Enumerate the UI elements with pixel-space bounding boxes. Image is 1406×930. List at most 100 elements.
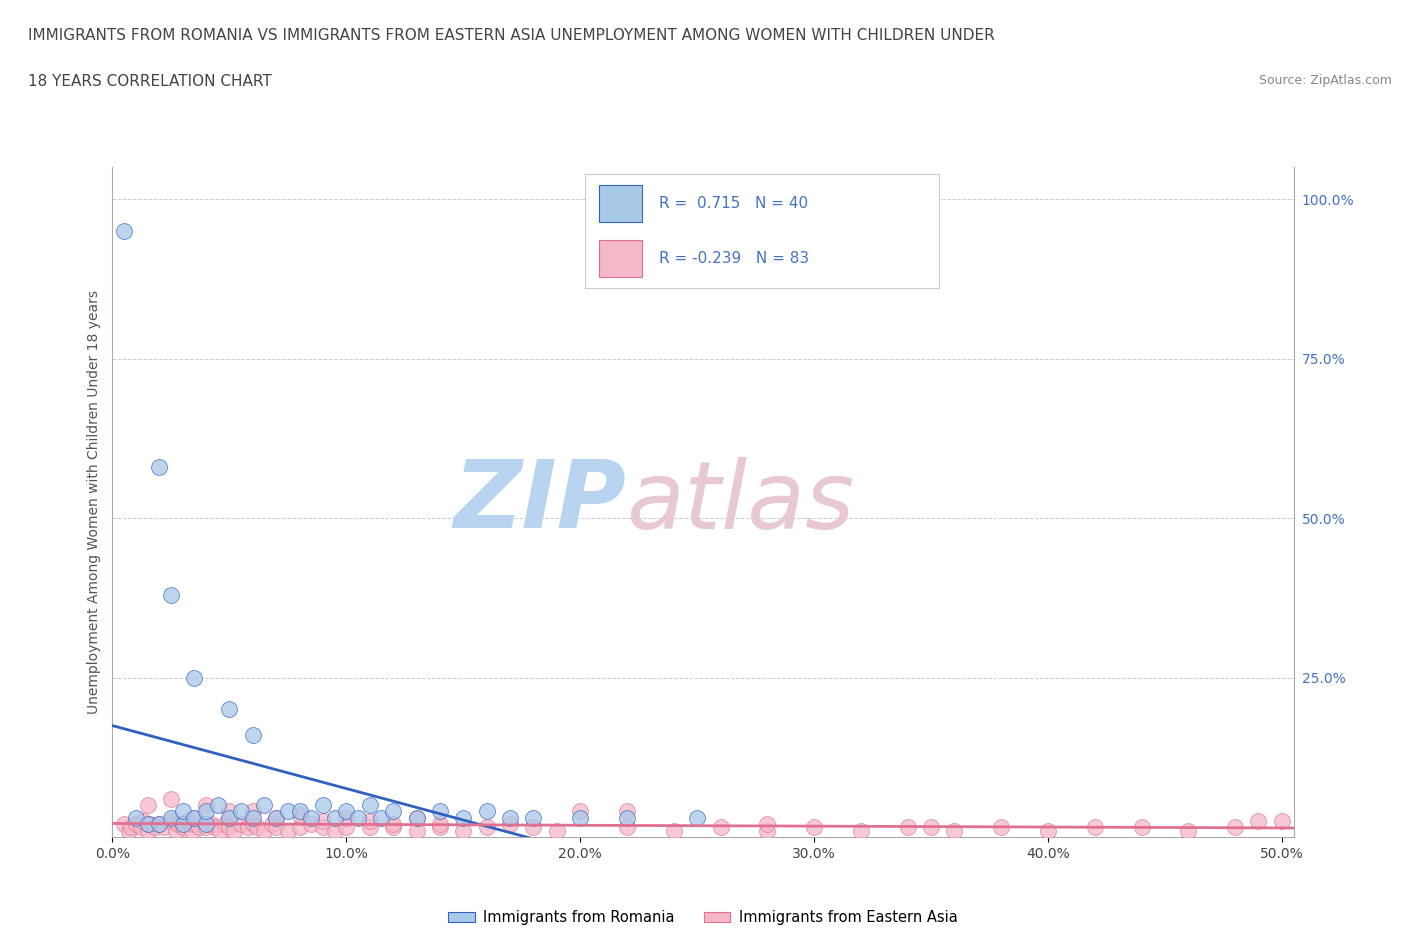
Point (195, 804, 218, 819)
Point (181, 823, 204, 838)
Point (183, 810, 205, 825)
Point (160, 810, 183, 825)
Point (405, 810, 427, 825)
Point (218, 702, 240, 717)
Point (335, 810, 357, 825)
Point (264, 810, 287, 825)
Point (943, 823, 966, 838)
Point (277, 823, 299, 838)
Point (153, 820, 176, 835)
Point (160, 587, 183, 602)
Point (288, 807, 311, 822)
Point (165, 823, 187, 838)
Point (200, 817, 222, 831)
Point (209, 823, 232, 838)
Text: 18 YEARS CORRELATION CHART: 18 YEARS CORRELATION CHART (28, 74, 271, 89)
Point (569, 810, 592, 825)
Point (264, 820, 287, 835)
Point (849, 823, 872, 838)
Point (499, 810, 522, 825)
Point (312, 798, 335, 813)
Point (323, 823, 346, 838)
Point (920, 820, 942, 835)
Point (112, 817, 135, 831)
Point (183, 810, 205, 825)
Point (335, 804, 357, 819)
Y-axis label: Unemployment Among Women with Children Under 18 years: Unemployment Among Women with Children U… (87, 290, 101, 714)
Point (429, 820, 451, 835)
Point (176, 814, 198, 829)
Point (246, 820, 269, 835)
Point (299, 810, 322, 825)
Point (756, 823, 779, 838)
Point (112, 224, 135, 239)
Text: Source: ZipAtlas.com: Source: ZipAtlas.com (1258, 74, 1392, 87)
Point (616, 820, 638, 835)
Point (347, 810, 370, 825)
Point (756, 817, 779, 831)
Point (288, 820, 311, 835)
Point (662, 823, 685, 838)
Point (277, 804, 299, 819)
Point (299, 817, 322, 831)
Point (499, 817, 522, 831)
Point (188, 820, 211, 835)
Point (260, 817, 283, 831)
Point (382, 820, 405, 835)
Point (405, 810, 427, 825)
Point (148, 817, 170, 831)
Point (1084, 820, 1107, 835)
Point (897, 820, 920, 835)
Point (686, 810, 709, 825)
Point (253, 823, 276, 838)
Point (253, 798, 276, 813)
Point (616, 804, 638, 819)
Point (167, 817, 190, 831)
Point (546, 823, 568, 838)
Point (1271, 814, 1294, 829)
Point (405, 823, 427, 838)
Point (125, 810, 148, 825)
Point (359, 798, 381, 813)
Point (382, 804, 405, 819)
Point (429, 804, 451, 819)
Point (129, 820, 152, 835)
Point (429, 817, 451, 831)
Point (1036, 823, 1059, 838)
Point (148, 459, 170, 474)
Point (359, 814, 381, 829)
Point (616, 810, 638, 825)
Point (218, 810, 240, 825)
Point (136, 798, 159, 813)
Point (990, 820, 1012, 835)
Point (475, 820, 498, 835)
Point (183, 671, 205, 685)
Point (382, 817, 405, 831)
Point (312, 814, 335, 829)
Point (335, 820, 357, 835)
Point (172, 817, 194, 831)
Point (207, 798, 229, 813)
Point (453, 823, 475, 838)
Point (522, 810, 544, 825)
Point (1130, 820, 1153, 835)
Text: atlas: atlas (626, 457, 855, 548)
Point (475, 804, 498, 819)
Point (136, 817, 159, 831)
Point (143, 820, 166, 835)
Point (125, 817, 148, 831)
Text: IMMIGRANTS FROM ROMANIA VS IMMIGRANTS FROM EASTERN ASIA UNEMPLOYMENT AMONG WOMEN: IMMIGRANTS FROM ROMANIA VS IMMIGRANTS FR… (28, 28, 995, 43)
Point (204, 820, 226, 835)
Point (312, 820, 335, 835)
Point (803, 820, 825, 835)
Point (242, 727, 264, 742)
Point (242, 804, 264, 819)
Point (323, 810, 346, 825)
Point (1223, 820, 1246, 835)
Point (160, 791, 183, 806)
Point (148, 817, 170, 831)
Point (195, 798, 218, 813)
Point (195, 817, 218, 831)
Point (264, 810, 287, 825)
Point (522, 820, 544, 835)
